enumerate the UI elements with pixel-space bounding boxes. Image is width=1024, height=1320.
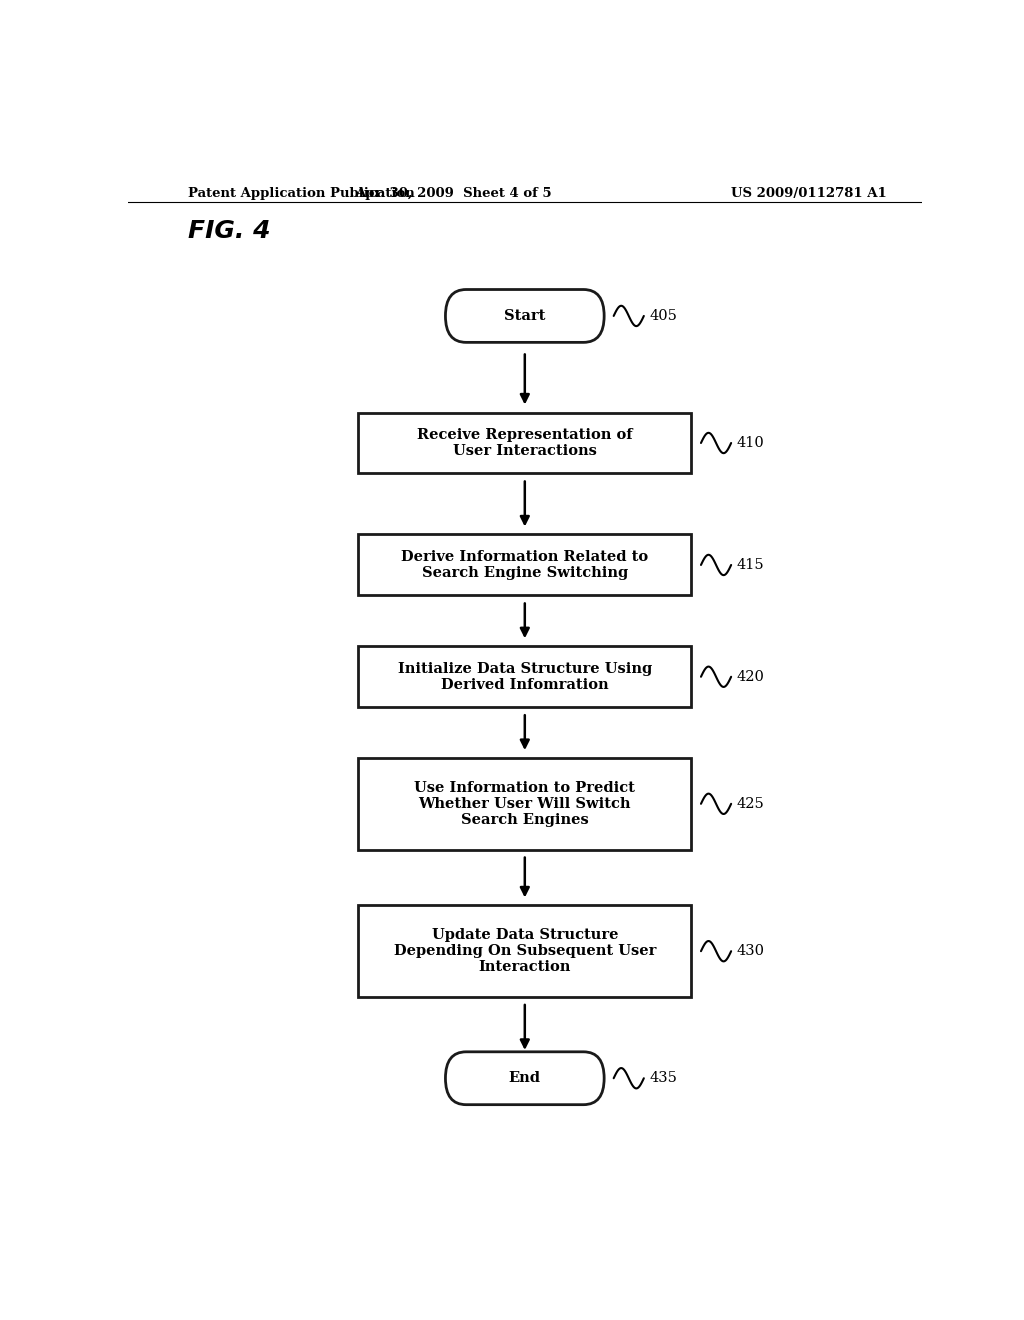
Text: 415: 415 <box>736 558 764 572</box>
FancyBboxPatch shape <box>445 1052 604 1105</box>
Text: 405: 405 <box>649 309 677 323</box>
Text: FIG. 4: FIG. 4 <box>187 219 270 243</box>
Text: Receive Representation of
User Interactions: Receive Representation of User Interacti… <box>417 428 633 458</box>
Text: 420: 420 <box>736 669 765 684</box>
Text: 435: 435 <box>649 1072 677 1085</box>
FancyBboxPatch shape <box>358 535 691 595</box>
Text: 425: 425 <box>736 797 765 810</box>
Text: Initialize Data Structure Using
Derived Infomration: Initialize Data Structure Using Derived … <box>397 661 652 692</box>
Text: 410: 410 <box>736 436 765 450</box>
Text: Start: Start <box>504 309 546 323</box>
Text: Derive Information Related to
Search Engine Switching: Derive Information Related to Search Eng… <box>401 550 648 579</box>
FancyBboxPatch shape <box>358 647 691 708</box>
Text: Apr. 30, 2009  Sheet 4 of 5: Apr. 30, 2009 Sheet 4 of 5 <box>355 187 552 199</box>
Text: Update Data Structure
Depending On Subsequent User
Interaction: Update Data Structure Depending On Subse… <box>393 928 656 974</box>
FancyBboxPatch shape <box>358 906 691 997</box>
Text: Patent Application Publication: Patent Application Publication <box>187 187 415 199</box>
Text: End: End <box>509 1072 541 1085</box>
Text: 430: 430 <box>736 944 765 958</box>
FancyBboxPatch shape <box>445 289 604 342</box>
Text: Use Information to Predict
Whether User Will Switch
Search Engines: Use Information to Predict Whether User … <box>415 780 635 828</box>
FancyBboxPatch shape <box>358 412 691 474</box>
FancyBboxPatch shape <box>358 758 691 850</box>
Text: US 2009/0112781 A1: US 2009/0112781 A1 <box>731 187 887 199</box>
